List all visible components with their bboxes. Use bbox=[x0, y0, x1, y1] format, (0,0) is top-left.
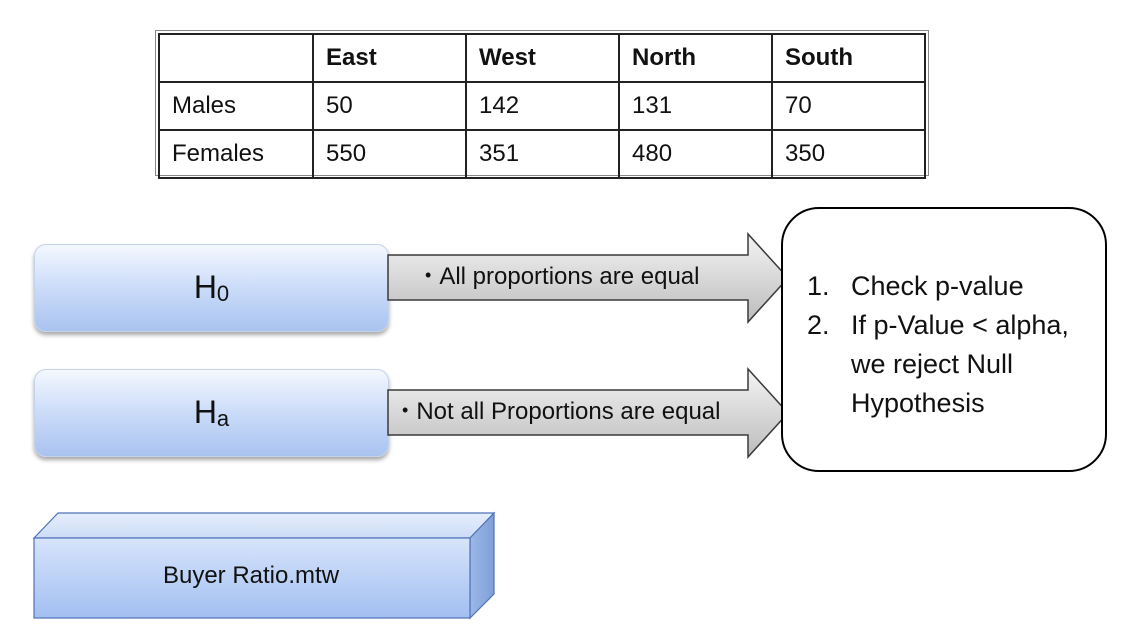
table-cell: 142 bbox=[465, 81, 620, 131]
list-item: 1. Check p-value bbox=[807, 267, 1097, 306]
table-cell: 70 bbox=[771, 81, 926, 131]
null-hypothesis-statement: • All proportions are equal bbox=[425, 263, 700, 290]
table-cell: 50 bbox=[312, 81, 467, 131]
null-hypothesis-symbol: H0 bbox=[193, 269, 230, 306]
decision-step-text: Check p-value bbox=[851, 271, 1024, 301]
null-hypothesis-arrow bbox=[387, 232, 790, 324]
table-header-cell bbox=[158, 33, 314, 83]
null-hypothesis-box: H0 bbox=[34, 244, 389, 332]
table-cell: 131 bbox=[618, 81, 773, 131]
table-cell: 351 bbox=[465, 129, 620, 179]
decision-steps-list: 1. Check p-value 2. If p-Value < alpha, … bbox=[807, 267, 1097, 423]
table-header-cell: West bbox=[465, 33, 620, 83]
table-header-cell: South bbox=[771, 33, 926, 83]
table-row: Males 50 142 131 70 bbox=[158, 81, 926, 131]
decision-step-text: If p-Value < alpha, we reject Null Hypot… bbox=[851, 310, 1069, 418]
table-cell: Females bbox=[158, 129, 314, 179]
contingency-table-frame: East West North South Males 50 142 131 7… bbox=[155, 30, 929, 179]
decision-rule-box: 1. Check p-value 2. If p-Value < alpha, … bbox=[781, 207, 1107, 472]
table-header-row: East West North South bbox=[158, 33, 926, 83]
alternative-hypothesis-arrow bbox=[387, 367, 790, 459]
table-cell: Males bbox=[158, 81, 314, 131]
alternative-hypothesis-box: Ha bbox=[34, 369, 389, 457]
alternative-hypothesis-symbol: Ha bbox=[193, 394, 230, 431]
table-header-cell: East bbox=[312, 33, 467, 83]
alternative-hypothesis-statement: • Not all Proportions are equal bbox=[402, 398, 721, 425]
worksheet-block bbox=[32, 511, 496, 620]
table-row: Females 550 351 480 350 bbox=[158, 129, 926, 179]
table-cell: 350 bbox=[771, 129, 926, 179]
list-item: 2. If p-Value < alpha, we reject Null Hy… bbox=[807, 306, 1097, 423]
table-cell: 550 bbox=[312, 129, 467, 179]
worksheet-filename: Buyer Ratio.mtw bbox=[162, 562, 340, 589]
table-header-cell: North bbox=[618, 33, 773, 83]
contingency-table: East West North South Males 50 142 131 7… bbox=[158, 33, 926, 179]
table-cell: 480 bbox=[618, 129, 773, 179]
